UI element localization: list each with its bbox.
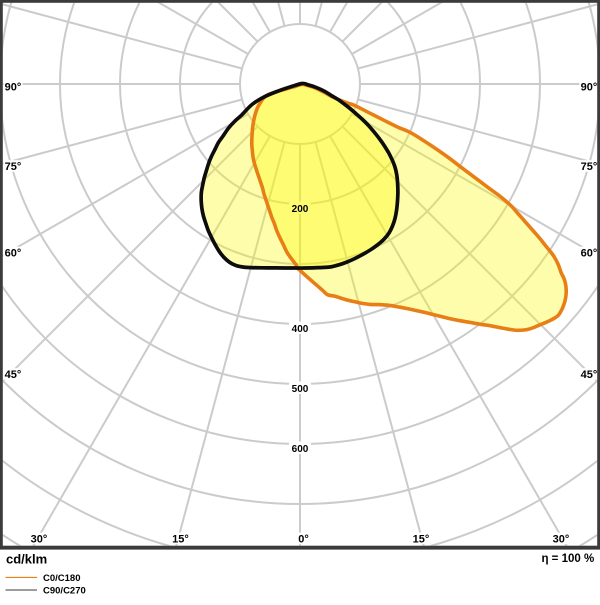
svg-text:30°: 30° — [553, 533, 570, 545]
svg-text:C90/C270: C90/C270 — [43, 586, 86, 597]
svg-text:600: 600 — [292, 444, 309, 455]
svg-text:60°: 60° — [5, 248, 22, 260]
svg-text:15°: 15° — [172, 533, 189, 545]
svg-text:C0/C180: C0/C180 — [43, 573, 81, 584]
svg-text:cd/klm: cd/klm — [6, 552, 47, 567]
svg-text:75°: 75° — [581, 161, 598, 173]
svg-text:90°: 90° — [5, 82, 22, 94]
svg-text:75°: 75° — [5, 161, 22, 173]
svg-text:200: 200 — [292, 204, 309, 215]
svg-text:60°: 60° — [581, 248, 598, 260]
svg-text:η = 100 %: η = 100 % — [541, 553, 594, 565]
svg-text:45°: 45° — [5, 369, 22, 381]
svg-text:30°: 30° — [31, 533, 48, 545]
svg-text:15°: 15° — [413, 533, 430, 545]
svg-text:400: 400 — [292, 324, 309, 335]
svg-text:90°: 90° — [581, 82, 598, 94]
svg-text:500: 500 — [292, 384, 309, 395]
svg-text:45°: 45° — [581, 369, 598, 381]
svg-text:0°: 0° — [298, 533, 309, 545]
